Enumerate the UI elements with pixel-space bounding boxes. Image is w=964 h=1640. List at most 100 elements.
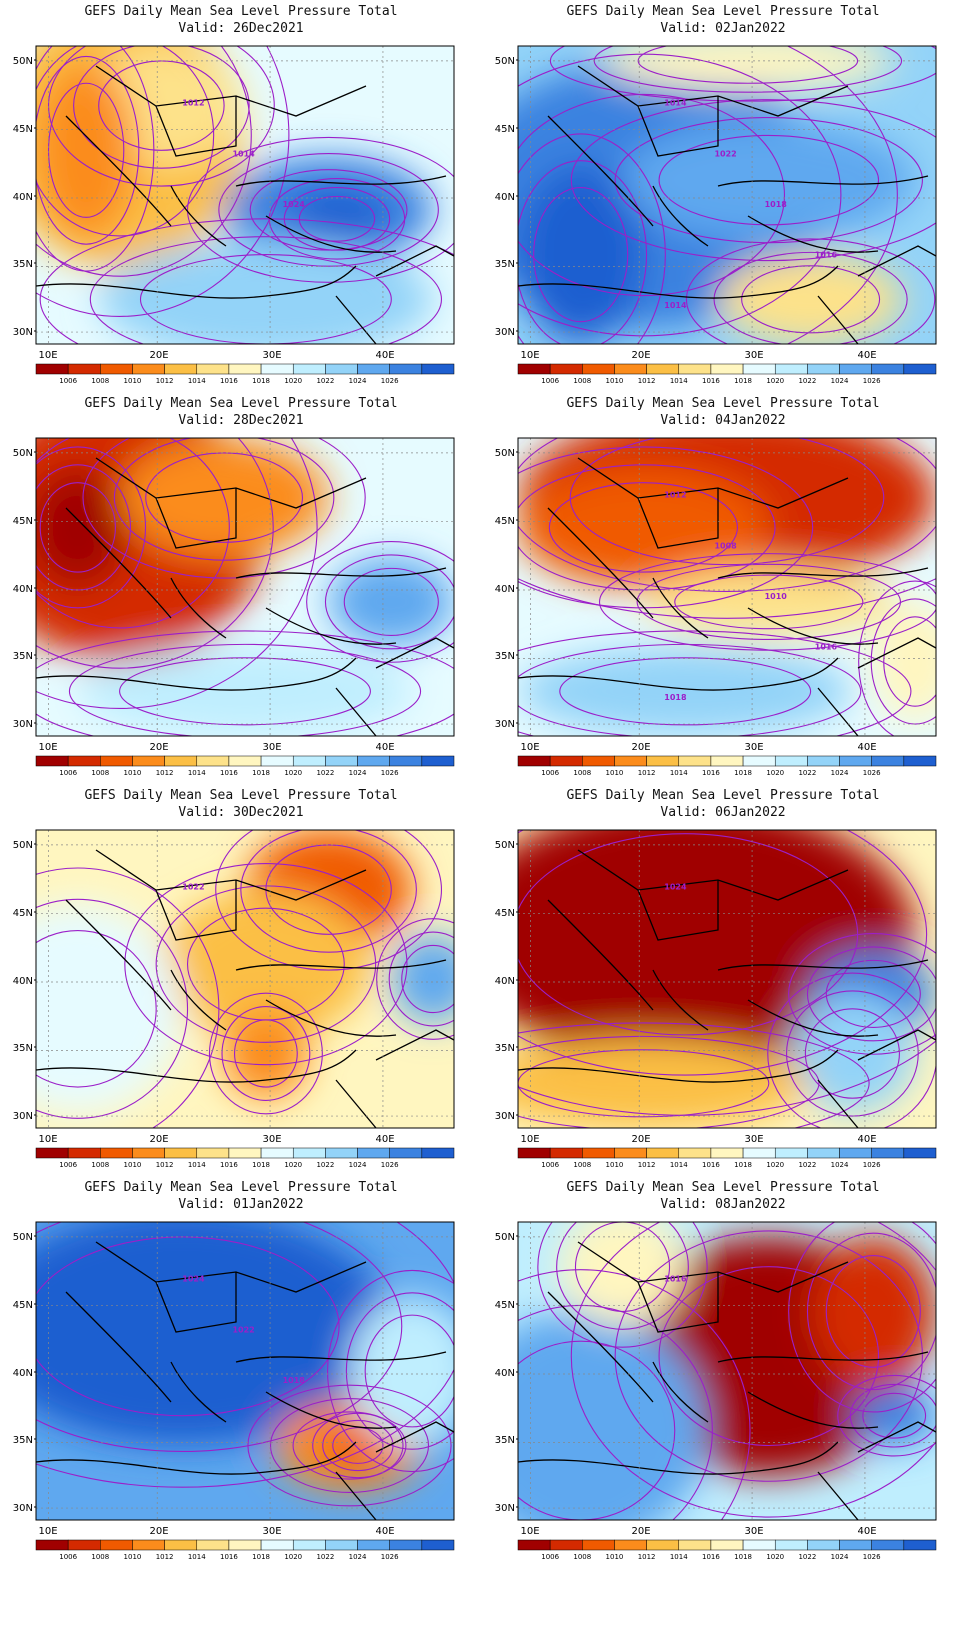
- coastline-border: [375, 245, 454, 277]
- coastline-border: [170, 185, 227, 247]
- pressure-field-region: [391, 934, 454, 1024]
- colorbar-swatch: [35, 1539, 69, 1551]
- panel-valid-date: Valid: 26Dec2021: [178, 21, 304, 36]
- isobar-label: 1024: [664, 883, 687, 892]
- latitude-label: 30N: [13, 1503, 33, 1514]
- coastline-border: [170, 577, 227, 639]
- colorbar-label: 1026: [381, 377, 399, 385]
- coastline-border: [155, 1272, 237, 1333]
- longitude-label: 10E: [520, 350, 539, 361]
- isobar-label: 1016: [815, 643, 838, 652]
- isobar-line: [187, 136, 454, 283]
- colorbar-label: 1026: [381, 1161, 399, 1169]
- isobar-label: 1024: [182, 1275, 205, 1284]
- colorbar-swatch: [228, 1539, 262, 1551]
- coastline-border: [717, 1351, 929, 1363]
- isobar-line: [804, 1008, 900, 1099]
- colorbar-label: 1022: [798, 769, 816, 777]
- coastline-border: [547, 899, 654, 1011]
- colorbar-swatch: [325, 1539, 358, 1551]
- isobar-line: [658, 134, 880, 226]
- pressure-field-region: [852, 1385, 936, 1446]
- pressure-field-region: [601, 46, 895, 91]
- isobar-line: [837, 1374, 936, 1457]
- isobar-line: [327, 1269, 454, 1473]
- isobar-line: [518, 438, 936, 592]
- isobar-line: [401, 944, 454, 1014]
- colorbar-swatch: [517, 755, 551, 767]
- coastline-border: [265, 1049, 357, 1081]
- colorbar-swatch: [389, 755, 423, 767]
- isobar-line: [39, 482, 116, 573]
- coastline-border: [265, 265, 357, 297]
- colorbar-swatch: [839, 1539, 872, 1551]
- pressure-field-region: [518, 646, 853, 736]
- colorbar-swatch: [710, 1147, 744, 1159]
- latitude-label: 50N: [495, 448, 515, 459]
- colorbar-label: 1014: [670, 1161, 688, 1169]
- coastline-border: [817, 1079, 859, 1128]
- map-panel: GEFS Daily Mean Sea Level Pressure Total…: [482, 0, 964, 410]
- coastline-border: [65, 507, 172, 619]
- isobar-line: [298, 195, 376, 242]
- latitude-label: 35N: [13, 1043, 33, 1054]
- colorbar-label: 1020: [284, 769, 302, 777]
- isobar-line: [306, 541, 454, 663]
- isobar-line: [806, 946, 936, 1042]
- latitude-label: 50N: [13, 840, 33, 851]
- latitude-label: 30N: [13, 327, 33, 338]
- colorbar-swatch: [646, 1539, 680, 1551]
- colorbar-label: 1012: [156, 769, 174, 777]
- isobar-line: [36, 630, 454, 736]
- colorbar-label: 1014: [670, 377, 688, 385]
- coastline-border: [335, 687, 377, 736]
- colorbar-swatch: [582, 755, 615, 767]
- isobar-line: [155, 885, 377, 1043]
- colorbar-swatch: [357, 1539, 390, 1551]
- colorbar-label: 1026: [381, 769, 399, 777]
- panel-valid-date: Valid: 01Jan2022: [178, 1197, 304, 1212]
- colorbar-label: 1012: [638, 1553, 656, 1561]
- isobar-label: 1018: [283, 1376, 306, 1385]
- latitude-label: 35N: [495, 1435, 515, 1446]
- colorbar-swatch: [678, 1539, 712, 1551]
- longitude-label: 10E: [520, 1134, 539, 1145]
- colorbar-swatch: [614, 363, 647, 375]
- map-panel: GEFS Daily Mean Sea Level Pressure Total…: [482, 392, 964, 802]
- panel-valid-date: Valid: 06Jan2022: [660, 805, 786, 820]
- isobar-line: [858, 580, 936, 736]
- isobar-label: 1018: [664, 693, 687, 702]
- colorbar-label: 1010: [124, 1553, 142, 1561]
- colorbar-swatch: [839, 1147, 872, 1159]
- colorbar-swatch: [132, 1539, 165, 1551]
- colorbar-label: 1020: [766, 1553, 784, 1561]
- latitude-label: 45N: [495, 516, 515, 527]
- colorbar-label: 1012: [156, 1161, 174, 1169]
- panel-valid-date: Valid: 08Jan2022: [660, 1197, 786, 1212]
- pressure-field-region: [324, 1421, 392, 1470]
- latitude-label: 40N: [13, 1368, 33, 1379]
- colorbar-swatch: [549, 1147, 583, 1159]
- colorbar-label: 1012: [638, 1161, 656, 1169]
- colorbar-label: 1014: [188, 769, 206, 777]
- colorbar-label: 1006: [59, 769, 77, 777]
- pressure-field-region: [559, 1222, 686, 1327]
- map-frame: [35, 829, 455, 1129]
- colorbar-swatch: [132, 755, 165, 767]
- colorbar-label: 1026: [863, 769, 881, 777]
- latitude-label: 50N: [495, 1232, 515, 1243]
- colorbar-label: 1022: [316, 1553, 334, 1561]
- colorbar-swatch: [807, 1147, 840, 1159]
- isobar-line: [806, 1232, 936, 1391]
- latitude-label: 35N: [495, 651, 515, 662]
- pressure-map: 50N 45N 40N 35N 30N 10E 20E 30E 40E 1006 1008 1010 1…: [13, 437, 455, 777]
- isobar-line: [788, 933, 936, 1055]
- colorbar-swatch: [614, 1539, 647, 1551]
- isobar-label: 1012: [182, 99, 204, 108]
- latitude-label: 35N: [13, 1435, 33, 1446]
- coastline-border: [652, 1361, 709, 1423]
- colorbar-label: 1022: [316, 769, 334, 777]
- panel-valid-date: Valid: 02Jan2022: [660, 21, 786, 36]
- latitude-label: 40N: [495, 1368, 515, 1379]
